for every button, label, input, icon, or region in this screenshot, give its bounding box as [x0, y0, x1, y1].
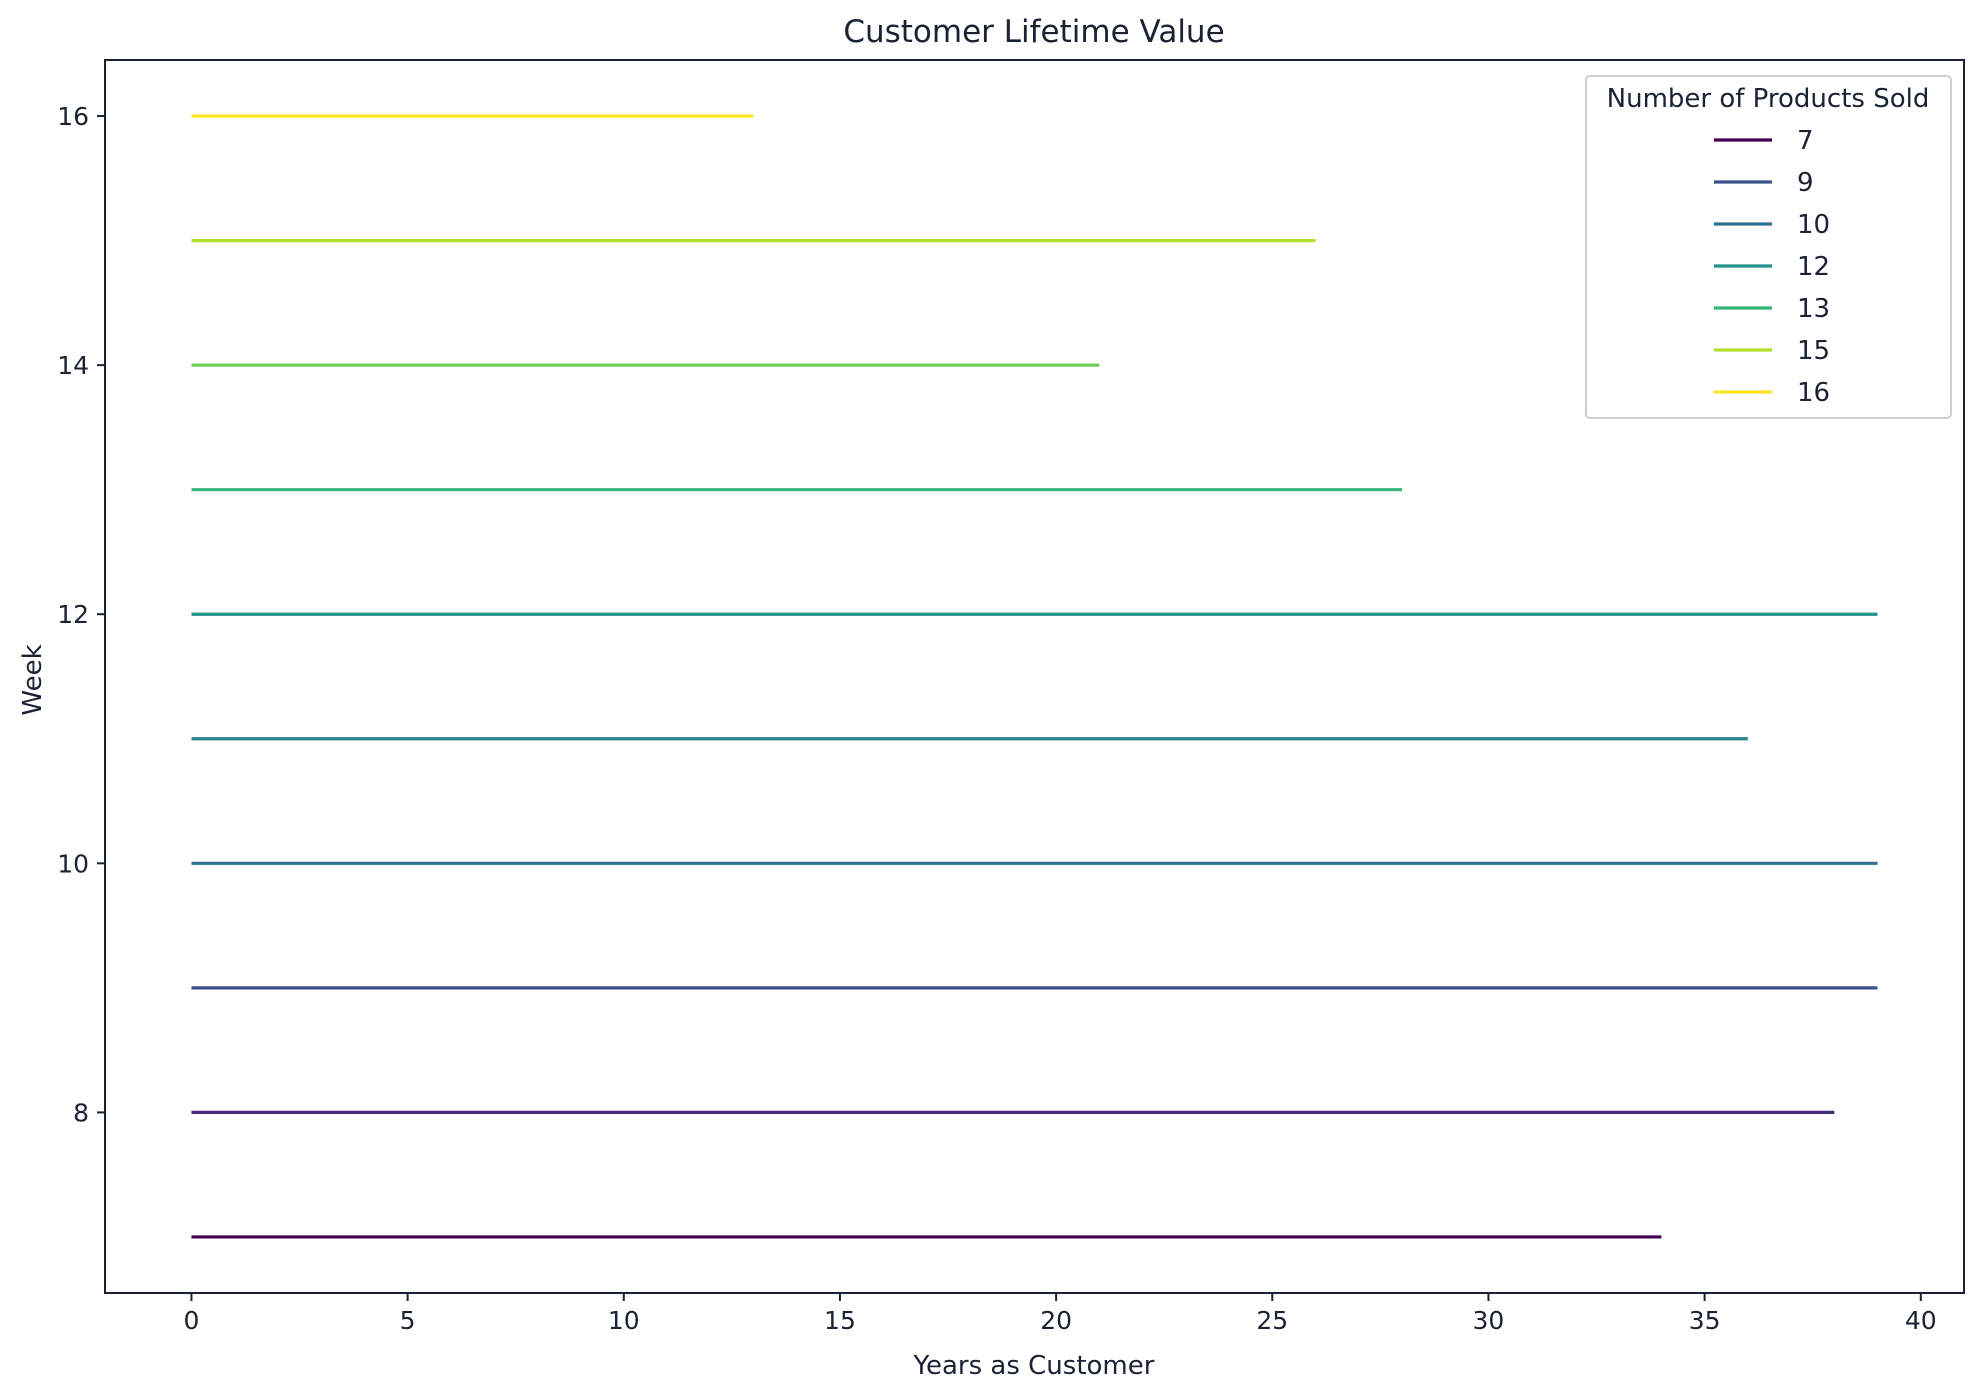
legend: Number of Products Sold 7 9 10 12 13 15 16 [1585, 75, 1952, 419]
y-tick-label: 8 [73, 1098, 89, 1127]
y-tick-label: 12 [57, 600, 89, 629]
x-tick-label: 20 [1040, 1306, 1072, 1335]
x-tick-label: 30 [1473, 1306, 1505, 1335]
legend-entry: 13 [1714, 294, 1830, 324]
y-tick-label: 14 [57, 351, 89, 380]
legend-entry: 16 [1714, 378, 1830, 408]
legend-entry: 7 [1714, 126, 1814, 156]
legend-entry: 10 [1714, 210, 1830, 240]
x-tick-label: 5 [400, 1306, 416, 1335]
x-axis-label: Years as Customer [913, 1351, 1155, 1381]
series-layer [191, 114, 1878, 1239]
legend-box [1585, 75, 1952, 419]
legend-label: 10 [1797, 210, 1830, 240]
y-tick-label: 10 [57, 849, 89, 878]
x-tick-label: 40 [1905, 1306, 1937, 1335]
legend-label: 16 [1797, 378, 1830, 408]
x-tick-label: 10 [608, 1306, 640, 1335]
x-tick-label: 35 [1689, 1306, 1721, 1335]
legend-label: 12 [1797, 252, 1830, 282]
legend-label: 13 [1797, 294, 1830, 324]
x-tick-label: 25 [1256, 1306, 1288, 1335]
x-tick-label: 15 [824, 1306, 856, 1335]
legend-entry: 15 [1714, 336, 1830, 366]
legend-title: Number of Products Sold [1607, 84, 1930, 114]
legend-label: 9 [1797, 168, 1814, 198]
legend-label: 7 [1797, 126, 1814, 156]
chart-title: Customer Lifetime Value [843, 14, 1224, 50]
x-tick-label: 0 [184, 1306, 200, 1335]
legend-entries: 7 9 10 12 13 15 16 [1714, 126, 1830, 408]
y-axis-ticks: 8 10 12 14 16 [57, 102, 105, 1127]
y-axis-label: Week [18, 644, 48, 715]
plot-frame [104, 59, 1965, 1294]
legend-label: 15 [1797, 336, 1830, 366]
legend-entry: 12 [1714, 252, 1830, 282]
legend-entry: 9 [1714, 168, 1814, 198]
y-tick-label: 16 [57, 102, 89, 131]
x-axis-ticks: 0 5 10 15 20 25 30 35 40 [184, 1293, 1937, 1335]
